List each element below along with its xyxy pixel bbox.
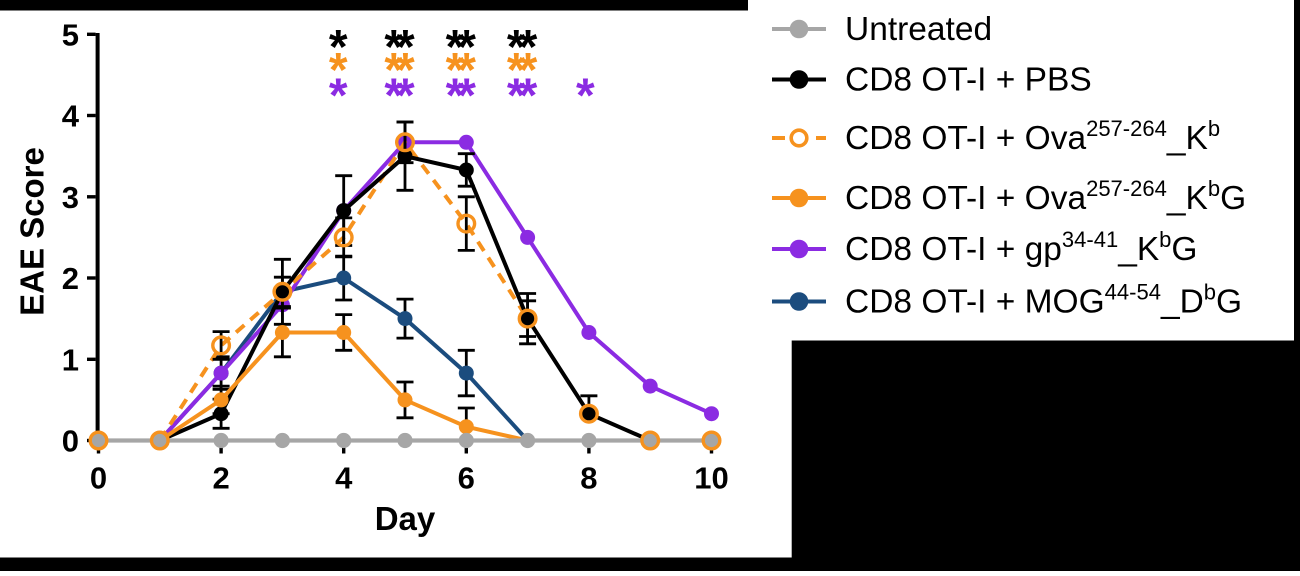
svg-text:4: 4 xyxy=(62,99,80,134)
svg-text:CD8 OT-I + MOG44-54_DbG: CD8 OT-I + MOG44-54_DbG xyxy=(845,280,1242,321)
svg-text:EAE Score: EAE Score xyxy=(14,147,51,316)
svg-text:*: * xyxy=(329,44,348,97)
svg-text:*: * xyxy=(329,21,348,74)
svg-text:8: 8 xyxy=(580,461,597,496)
svg-text:1: 1 xyxy=(62,342,79,377)
svg-text:Day: Day xyxy=(375,500,436,537)
svg-text:2: 2 xyxy=(62,261,79,296)
svg-text:0: 0 xyxy=(62,424,79,459)
svg-text:2: 2 xyxy=(212,461,229,496)
svg-text:3: 3 xyxy=(62,180,79,215)
svg-text:5: 5 xyxy=(62,17,79,52)
svg-text:*: * xyxy=(329,70,348,123)
svg-text:4: 4 xyxy=(335,461,353,496)
svg-text:CD8 OT-I + Ova257-264_KbG: CD8 OT-I + Ova257-264_KbG xyxy=(845,176,1246,217)
svg-text:*: * xyxy=(576,70,595,123)
svg-text:CD8 OT-I + PBS: CD8 OT-I + PBS xyxy=(845,62,1092,99)
svg-text:0: 0 xyxy=(90,461,107,496)
svg-text:10: 10 xyxy=(694,461,728,496)
svg-text:Untreated: Untreated xyxy=(845,11,992,48)
svg-text:CD8 OT-I + gp34-41_KbG: CD8 OT-I + gp34-41_KbG xyxy=(845,227,1197,268)
svg-text:6: 6 xyxy=(458,461,475,496)
